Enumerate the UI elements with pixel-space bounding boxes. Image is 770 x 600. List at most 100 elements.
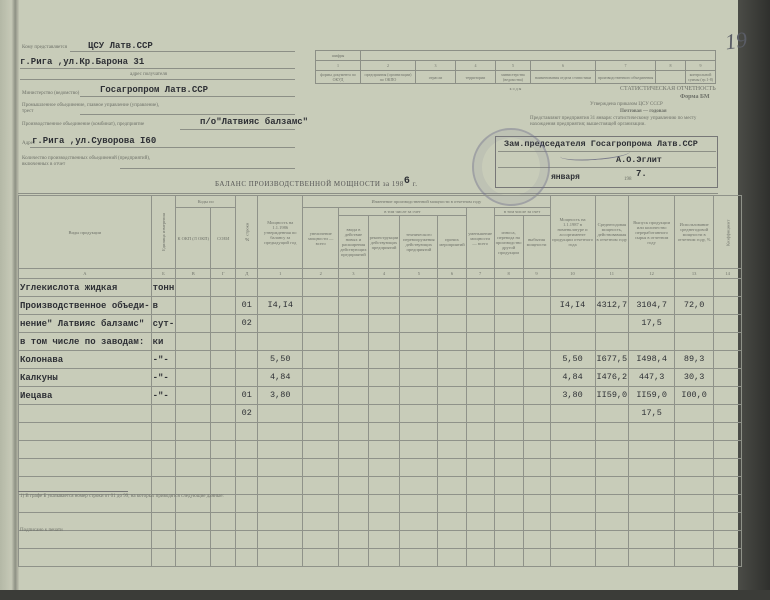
col-number: 9 [522,268,551,279]
empty-cell [399,512,439,531]
empty-cell [713,278,743,297]
col-header-13: Использование среднегодовой мощности в о… [674,195,715,269]
empty-cell [437,314,467,333]
cell-c11 [594,278,630,297]
approved-label: Утверждена приказом ЦСУ СССР [590,102,663,107]
empty-cell [522,278,551,297]
cell-c13 [674,332,715,351]
empty-cell [399,548,439,567]
col-header-line: № строки [235,195,258,269]
cell-c10 [549,314,596,333]
col-header-1: Мощность на 1.1.1986 утвержденная по бал… [257,195,304,269]
empty-cell [175,458,212,477]
submitted-to: ЦСУ Латв.ССР [88,41,153,51]
empty-cell [493,278,524,297]
empty-cell [465,512,495,531]
empty-cell [175,422,212,441]
empty-cell [713,458,743,477]
empty-cell [338,296,369,315]
empty-cell [175,512,212,531]
empty-cell [338,368,369,387]
col-number: 6 [437,268,467,279]
cell-unit: в [150,296,177,315]
empty-cell [465,332,495,351]
empty-cell [175,350,212,369]
table-row: в том числе по заводам: ки [18,332,743,351]
empty-cell [493,332,524,351]
empty-cell [713,476,743,495]
empty-cell [257,476,304,495]
empty-cell [302,512,340,531]
cell-line [235,368,259,387]
empty-cell [493,530,524,549]
empty-cell [522,530,551,549]
empty-cell [302,296,340,315]
col-number: 14 [713,268,743,279]
table-row [18,422,743,441]
empty-cell [235,458,259,477]
table-row: Колонава -"- 5,50 5,50 I677,5 I498,4 89,3 [18,350,743,369]
empty-cell [465,296,495,315]
empty-cell [367,278,401,297]
empty-cell [549,548,596,567]
empty-cell [713,296,743,315]
cell-name: Колонава [18,350,152,369]
empty-cell [674,422,715,441]
empty-cell [713,494,743,513]
empty-cell [338,278,369,297]
empty-cell [549,422,596,441]
empty-cell [594,476,630,495]
cell-name: Производственное объеди- [18,296,152,315]
empty-cell [594,422,630,441]
codes-header: шифры [315,50,361,61]
table-row: Иецава -"- 01 3,80 3,80 II59,0 II59,0 I00,0 [18,386,743,405]
empty-cell [465,368,495,387]
col-number: Д [235,268,259,279]
empty-cell [628,422,676,441]
empty-cell [493,440,524,459]
empty-cell [399,350,439,369]
empty-cell [465,422,495,441]
empty-cell [522,386,551,405]
empty-cell [235,476,259,495]
col-number: 10 [549,268,596,279]
cell-c10: 3,80 [549,386,596,405]
col-number: 12 [628,268,676,279]
empty-cell [367,404,401,423]
empty-cell [210,386,237,405]
cell-c1 [257,404,304,423]
empty-cell [175,404,212,423]
table-row [18,530,743,549]
cell-c12 [628,332,676,351]
empty-cell [210,350,237,369]
empty-cell [713,512,743,531]
cell-c12: 17,5 [628,404,676,423]
cell-name: в том числе по заводам: [18,332,152,351]
approver-name: А.О.Эглит [616,155,662,165]
empty-cell [175,440,212,459]
empty-cell [674,512,715,531]
table-row: Калкуны -"- 4,84 4,84 I476,2 447,3 30,3 [18,368,743,387]
empty-cell [465,278,495,297]
empty-cell [338,530,369,549]
cell-c1 [257,314,304,333]
col-number: Г [210,268,237,279]
empty-cell [175,278,212,297]
empty-cell [713,404,743,423]
cell-unit: ки [150,332,177,351]
empty-cell [522,458,551,477]
empty-cell [302,440,340,459]
cell-c12: I498,4 [628,350,676,369]
empty-cell [522,368,551,387]
col-header-okp: К ОКП (Л ОКП) [175,207,212,269]
empty-cell [522,512,551,531]
col-header-5: технического перевооружения действующих … [399,215,439,269]
industrial-assoc-label: Промышленное объединение, главное управл… [22,103,160,114]
empty-cell [302,422,340,441]
col-header-6: прочих мероприятий [437,215,467,269]
cell-c13 [674,404,715,423]
ministry: Госагропром Латв.ССР [100,85,209,95]
table-row [18,458,743,477]
empty-cell [713,386,743,405]
